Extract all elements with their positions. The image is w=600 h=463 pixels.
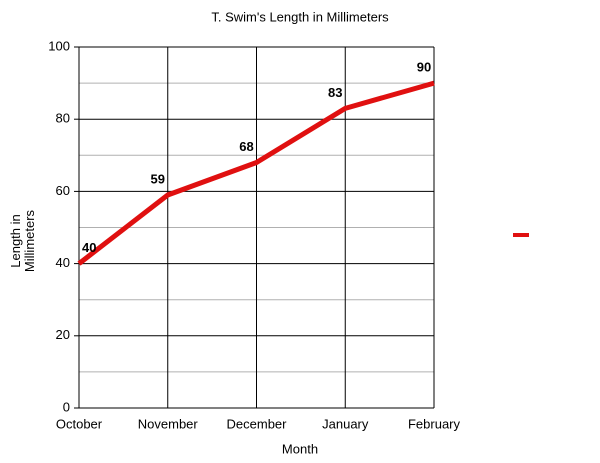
x-axis-label: Month [282,441,318,456]
data-label: 90 [417,60,431,75]
data-label: 40 [82,240,96,255]
data-label: 68 [239,139,253,154]
x-tick-label: October [56,416,103,431]
data-label: 59 [151,171,165,186]
y-tick-label: 80 [56,111,70,126]
x-tick-label: November [138,416,199,431]
x-tick-label: February [408,416,461,431]
chart-title: T. Swim's Length in Millimeters [211,9,389,24]
y-tick-label: 100 [48,38,70,53]
y-tick-label: 60 [56,183,70,198]
x-tick-label: December [227,416,288,431]
line [77,80,435,266]
x-tick-label: January [322,416,369,431]
data-label: 83 [328,85,342,100]
y-axis-label: Length in Millimeters [8,209,37,273]
y-tick-label: 20 [56,327,70,342]
y-tick-label: 40 [56,255,70,270]
y-tick-label: 0 [63,399,70,414]
